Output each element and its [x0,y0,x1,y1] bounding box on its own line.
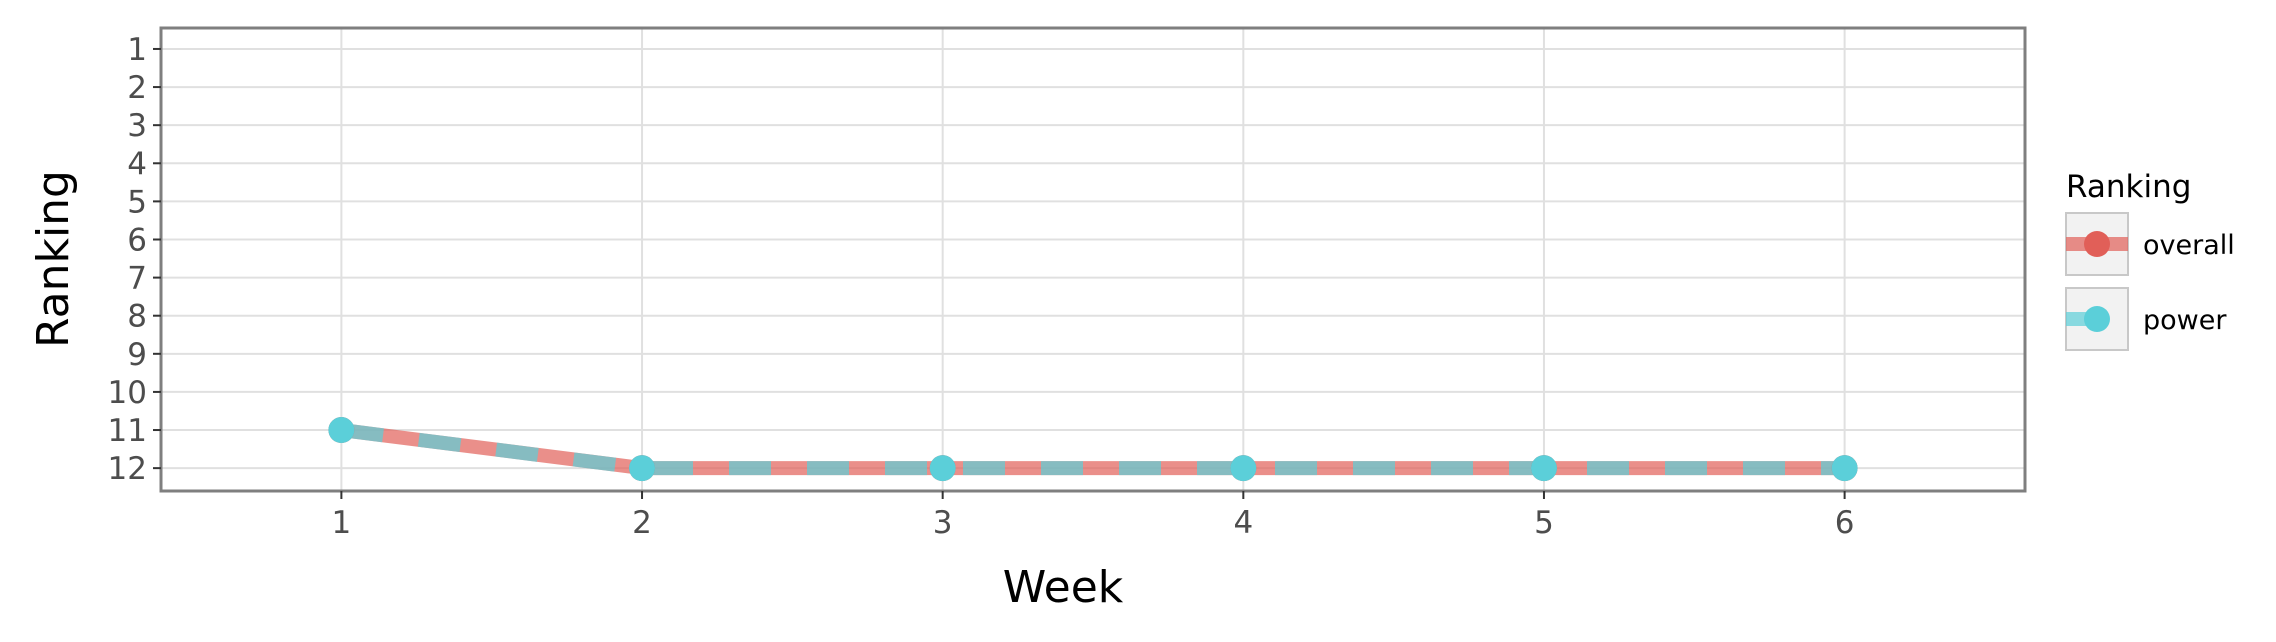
y-tick-label: 8 [127,299,147,335]
legend-item-power: power [2065,287,2227,351]
plot-panel [161,28,2025,491]
y-tick-label: 7 [127,261,147,297]
x-tick-label: 2 [632,505,652,541]
data-point-power [929,455,956,482]
legend-title: Ranking [2066,169,2191,205]
legend-item-overall: overall [2065,212,2235,276]
y-tick-label: 2 [127,70,147,106]
plot-border [159,26,2027,493]
x-tick-label: 5 [1534,505,1554,541]
series-line-power [340,423,1845,476]
series-layer [328,417,1858,482]
y-tick-label: 12 [108,451,147,487]
y-tick-label: 6 [127,222,147,258]
x-tick-label: 3 [933,505,953,541]
x-tick-label: 4 [1233,505,1253,541]
y-tick-label: 3 [127,108,147,144]
legend-label: power [2143,305,2227,336]
legend-items: overall power [2065,212,2235,351]
legend-label: overall [2143,230,2235,261]
data-point-power [328,417,355,444]
x-tick-label: 1 [332,505,352,541]
y-tick-label: 11 [108,413,147,449]
y-tick-label: 9 [127,337,147,373]
data-point-power [1530,455,1557,482]
x-axis-title: Week [1003,562,1124,613]
data-point-power [1230,455,1257,482]
y-tick-label: 1 [127,32,147,68]
x-tick-label: 6 [1835,505,1855,541]
y-tick-label: 4 [127,146,147,182]
legend-key-point [2084,306,2110,332]
y-axis-title: Ranking [28,170,79,348]
legend-key-point [2084,231,2110,257]
y-tick-label: 5 [127,184,147,220]
y-tick-label: 10 [108,375,147,411]
data-point-power [1831,455,1858,482]
legend: Ranking overall power [2065,169,2235,351]
data-point-power [629,455,656,482]
